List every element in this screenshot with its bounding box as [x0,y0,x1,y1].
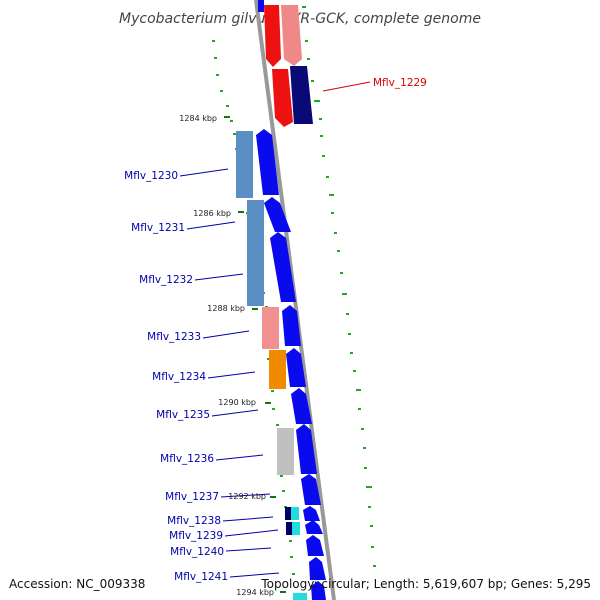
gene-label-mflv-1230[interactable]: Mflv_1230 [124,170,178,182]
gene-label-mflv-1241[interactable]: Mflv_1241 [174,571,228,583]
kbp-label: 1286 kbp [193,209,231,218]
gene-label-mflv-1233[interactable]: Mflv_1233 [147,331,201,343]
kbp-label: 1294 kbp [236,588,274,597]
kbp-label: 1288 kbp [207,304,245,313]
map-title: Mycobacterium gilvum PYR-GCK, complete g… [119,11,481,27]
gene-label-mflv-1237[interactable]: Mflv_1237 [165,491,219,503]
gene-label-mflv-1235[interactable]: Mflv_1235 [156,409,210,421]
gene-label-mflv-1238[interactable]: Mflv_1238 [167,515,221,527]
gene-blocks-left [236,0,313,600]
gene-label-mflv-1232[interactable]: Mflv_1232 [139,274,193,286]
gene-label-mflv-1240[interactable]: Mflv_1240 [170,546,224,558]
kbp-label: 1292 kbp [228,492,266,501]
kbp-label: 1290 kbp [218,398,256,407]
accession-text: Accession: NC_009338 [9,577,146,591]
genome-summary-text: Topology: circular; Length: 5,619,607 bp… [261,577,591,591]
cds-arrows [256,129,326,600]
right-dot-track [302,6,376,567]
gene-label-mflv-1239[interactable]: Mflv_1239 [169,530,223,542]
kbp-ticks [224,116,286,593]
gene-label-mflv-1236[interactable]: Mflv_1236 [160,453,214,465]
label-connectors [179,81,371,578]
kbp-label: 1284 kbp [179,114,217,123]
gene-label-mflv-1231[interactable]: Mflv_1231 [131,222,185,234]
gene-label-mflv-1229[interactable]: Mflv_1229 [373,77,427,89]
gene-label-mflv-1234[interactable]: Mflv_1234 [152,371,206,383]
